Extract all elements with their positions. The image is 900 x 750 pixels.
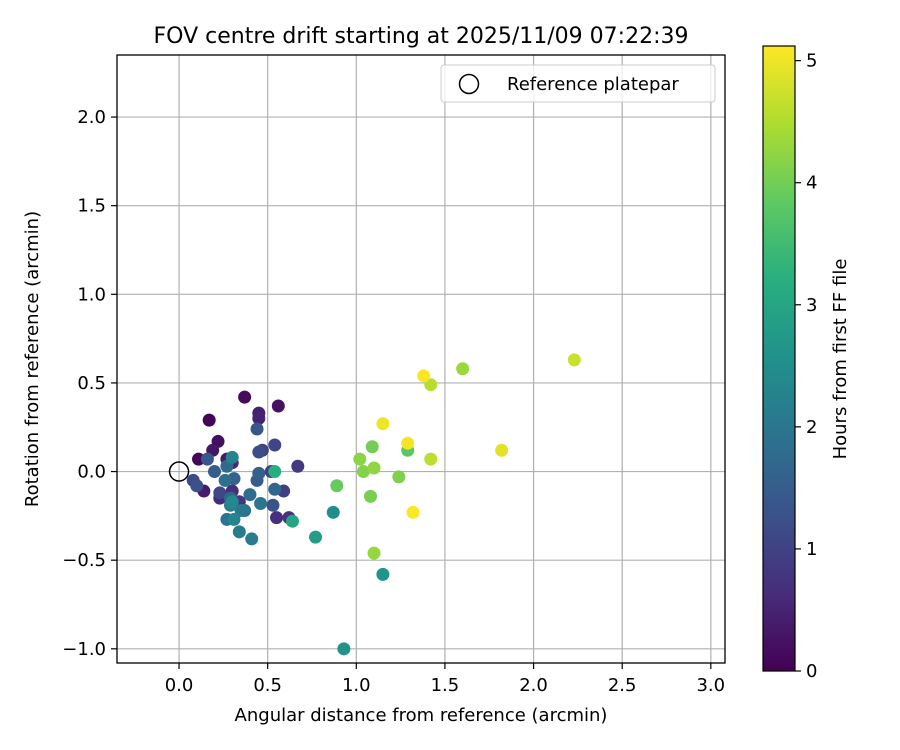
colorbar-ticks: 0 1 2 3 4 5: [795, 51, 817, 682]
data-point: [234, 504, 248, 518]
data-point: [271, 399, 285, 413]
data-point: [252, 411, 266, 425]
data-point: [270, 511, 284, 525]
data-point: [495, 443, 509, 457]
x-tick-label: 2.0: [519, 675, 548, 696]
x-tick-label: 3.0: [696, 675, 725, 696]
plot-area: [117, 55, 725, 663]
data-point: [232, 525, 246, 539]
y-tick-label: 0.0: [77, 462, 106, 483]
data-point: [417, 369, 431, 383]
data-point: [356, 465, 370, 479]
data-point: [200, 452, 214, 466]
legend: Reference platepar: [440, 64, 716, 103]
data-point: [268, 482, 282, 496]
data-point: [252, 466, 266, 480]
data-point: [218, 473, 232, 487]
data-point: [266, 498, 280, 512]
colorbar-tick-label: 2: [806, 417, 817, 438]
y-tick-label: 1.5: [77, 196, 106, 217]
data-point: [330, 479, 344, 493]
data-point: [268, 438, 282, 452]
colorbar-tick-label: 5: [806, 51, 817, 72]
x-tick-label: 0.5: [253, 675, 282, 696]
legend-label: Reference platepar: [507, 74, 679, 95]
data-points: [186, 353, 581, 656]
x-tick-label: 1.0: [342, 675, 371, 696]
data-point: [190, 479, 204, 493]
data-point: [238, 390, 252, 404]
data-point: [401, 436, 415, 450]
data-point: [268, 465, 282, 479]
data-point: [376, 417, 390, 431]
data-point: [424, 378, 438, 392]
colorbar-tick-label: 1: [806, 539, 817, 560]
x-tick-label: 2.5: [608, 675, 637, 696]
data-point: [285, 514, 299, 528]
data-point: [376, 567, 390, 581]
colorbar-gradient: [762, 45, 796, 672]
data-point: [567, 353, 581, 367]
data-point: [252, 445, 266, 459]
grid: [117, 55, 725, 663]
y-tick-label: 1.0: [77, 284, 106, 305]
y-tick-label: 0.5: [77, 373, 106, 394]
data-point: [326, 505, 340, 519]
colorbar-tick-label: 0: [806, 661, 817, 682]
x-tick-label: 0.0: [165, 675, 194, 696]
data-point: [227, 512, 241, 526]
legend-box: [440, 64, 716, 103]
y-axis-label: Rotation from reference (arcmin): [22, 211, 43, 507]
data-point: [245, 532, 259, 546]
data-point: [225, 495, 239, 509]
x-tick-label: 1.5: [431, 675, 460, 696]
data-point: [392, 470, 406, 484]
data-point: [456, 362, 470, 376]
data-point: [367, 461, 381, 475]
data-point: [213, 486, 227, 500]
data-point: [291, 459, 305, 473]
data-point: [309, 530, 323, 544]
data-point: [250, 422, 264, 436]
reference-platepar-marker: [168, 461, 190, 482]
colorbar-label: Hours from first FF file: [830, 259, 851, 460]
data-point: [424, 452, 438, 466]
chart-title: FOV centre drift starting at 2025/11/09 …: [154, 24, 689, 49]
data-point: [367, 546, 381, 560]
colorbar-tick-label: 3: [806, 295, 817, 316]
y-tick-label: 2.0: [77, 107, 106, 128]
data-point: [202, 413, 216, 427]
data-point: [365, 440, 379, 454]
y-tick-label: −1.0: [62, 639, 106, 660]
data-point: [254, 496, 268, 510]
plot-frame: [116, 54, 726, 664]
x-axis-ticks: 0.0 0.5 1.0 1.5 2.0 2.5 3.0: [165, 663, 725, 696]
y-tick-label: −0.5: [62, 550, 106, 571]
data-point: [207, 465, 221, 479]
x-axis-label: Angular distance from reference (arcmin): [235, 705, 608, 726]
colorbar-tick-label: 4: [806, 173, 817, 194]
legend-marker-icon: [458, 73, 480, 95]
data-point: [243, 488, 257, 502]
data-point: [353, 452, 367, 466]
data-point: [225, 450, 239, 464]
colorbar: 0 1 2 3 4 5 Hours from first FF file: [762, 45, 851, 682]
y-axis-ticks: −1.0 −0.5 0.0 0.5 1.0 1.5 2.0: [62, 107, 117, 660]
data-point: [406, 505, 420, 519]
data-point: [337, 642, 351, 656]
data-point: [363, 489, 377, 503]
